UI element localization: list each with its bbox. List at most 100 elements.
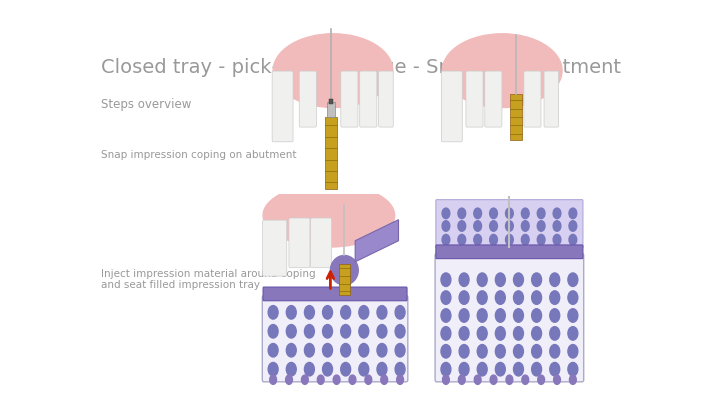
Circle shape <box>381 375 387 384</box>
Circle shape <box>495 291 505 304</box>
Ellipse shape <box>263 184 395 247</box>
Circle shape <box>359 343 369 357</box>
FancyBboxPatch shape <box>544 71 559 127</box>
Bar <box>329 99 333 104</box>
Text: Closed tray - pick-up technique - Snappy™ Abutment: Closed tray - pick-up technique - Snappy… <box>101 58 621 77</box>
Circle shape <box>270 375 276 384</box>
Circle shape <box>477 309 487 322</box>
FancyBboxPatch shape <box>325 117 337 189</box>
Circle shape <box>341 324 351 338</box>
Circle shape <box>495 362 505 376</box>
Circle shape <box>477 327 487 340</box>
Circle shape <box>553 221 561 231</box>
Circle shape <box>341 306 351 319</box>
Circle shape <box>305 306 315 319</box>
Circle shape <box>513 273 523 286</box>
Circle shape <box>397 375 403 384</box>
Circle shape <box>458 221 466 231</box>
Circle shape <box>441 273 451 286</box>
Circle shape <box>341 362 351 376</box>
Circle shape <box>521 221 529 231</box>
Circle shape <box>458 234 466 245</box>
Circle shape <box>568 291 578 304</box>
Circle shape <box>333 375 340 384</box>
Circle shape <box>318 375 324 384</box>
FancyBboxPatch shape <box>441 71 462 142</box>
Circle shape <box>287 362 296 376</box>
Circle shape <box>506 375 513 384</box>
Circle shape <box>441 362 451 376</box>
Circle shape <box>323 324 333 338</box>
Circle shape <box>323 343 333 357</box>
Circle shape <box>459 291 469 304</box>
Circle shape <box>495 327 505 340</box>
Circle shape <box>550 345 559 358</box>
Circle shape <box>531 309 541 322</box>
FancyBboxPatch shape <box>328 102 335 117</box>
Circle shape <box>550 273 559 286</box>
Ellipse shape <box>442 34 562 107</box>
Circle shape <box>442 208 450 219</box>
FancyBboxPatch shape <box>360 71 377 127</box>
Circle shape <box>505 221 513 231</box>
Circle shape <box>459 345 469 358</box>
Circle shape <box>377 324 387 338</box>
Circle shape <box>490 208 498 219</box>
Circle shape <box>554 375 560 384</box>
Circle shape <box>531 273 541 286</box>
Circle shape <box>550 327 559 340</box>
Text: Steps overview: Steps overview <box>101 98 192 111</box>
Circle shape <box>305 324 315 338</box>
Circle shape <box>395 362 405 376</box>
Circle shape <box>302 375 308 384</box>
Circle shape <box>359 306 369 319</box>
FancyBboxPatch shape <box>339 264 350 296</box>
Circle shape <box>477 345 487 358</box>
Circle shape <box>537 234 545 245</box>
Circle shape <box>568 327 578 340</box>
Circle shape <box>349 375 356 384</box>
FancyBboxPatch shape <box>524 71 541 127</box>
Circle shape <box>537 221 545 231</box>
Circle shape <box>568 345 578 358</box>
Circle shape <box>538 375 544 384</box>
Circle shape <box>287 343 296 357</box>
Ellipse shape <box>273 34 393 107</box>
Circle shape <box>513 327 523 340</box>
Circle shape <box>441 309 451 322</box>
Circle shape <box>568 362 578 376</box>
FancyBboxPatch shape <box>435 254 584 382</box>
Circle shape <box>513 291 523 304</box>
Circle shape <box>474 234 482 245</box>
Circle shape <box>553 234 561 245</box>
Circle shape <box>505 234 513 245</box>
Circle shape <box>395 306 405 319</box>
Circle shape <box>359 324 369 338</box>
FancyBboxPatch shape <box>289 218 310 268</box>
Circle shape <box>550 291 559 304</box>
FancyBboxPatch shape <box>436 200 583 248</box>
Circle shape <box>550 309 559 322</box>
FancyBboxPatch shape <box>262 296 408 382</box>
Circle shape <box>474 221 482 231</box>
Circle shape <box>459 309 469 322</box>
Circle shape <box>459 375 465 384</box>
Circle shape <box>531 291 541 304</box>
Circle shape <box>395 324 405 338</box>
Circle shape <box>568 273 578 286</box>
Circle shape <box>568 309 578 322</box>
Circle shape <box>459 327 469 340</box>
Circle shape <box>305 343 315 357</box>
Circle shape <box>477 273 487 286</box>
Circle shape <box>513 345 523 358</box>
Circle shape <box>459 362 469 376</box>
Circle shape <box>443 375 449 384</box>
Circle shape <box>569 234 577 245</box>
Circle shape <box>569 208 577 219</box>
Circle shape <box>323 306 333 319</box>
Circle shape <box>513 362 523 376</box>
Circle shape <box>531 362 541 376</box>
Circle shape <box>395 343 405 357</box>
Circle shape <box>477 362 487 376</box>
Circle shape <box>268 343 278 357</box>
